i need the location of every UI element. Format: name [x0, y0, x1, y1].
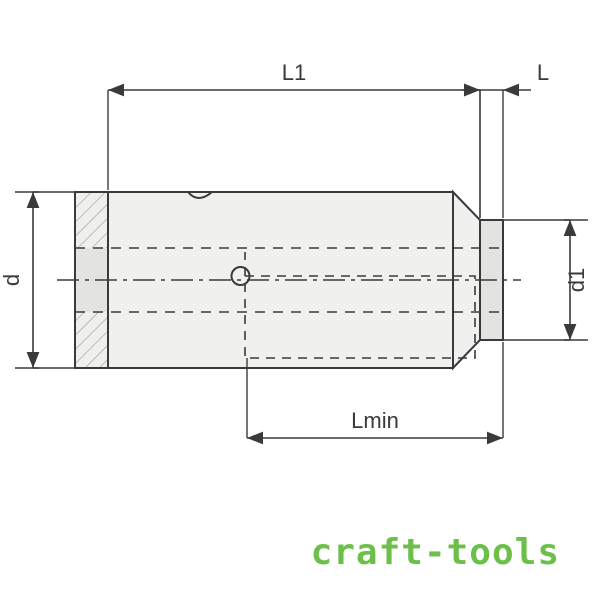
- svg-text:d1: d1: [564, 268, 589, 292]
- drawing-canvas: L1 Ld d1 Lmin craft-tools: [0, 0, 600, 600]
- svg-text:L1: L1: [282, 60, 306, 85]
- brand-text: craft-tools: [311, 532, 560, 573]
- technical-drawing-svg: L1 Ld d1 Lmin: [0, 0, 600, 600]
- svg-text:Lmin: Lmin: [351, 408, 399, 433]
- svg-text:L: L: [537, 60, 549, 85]
- brand-watermark: craft-tools: [311, 532, 560, 573]
- svg-text:d: d: [0, 274, 24, 286]
- part-body: [57, 192, 521, 368]
